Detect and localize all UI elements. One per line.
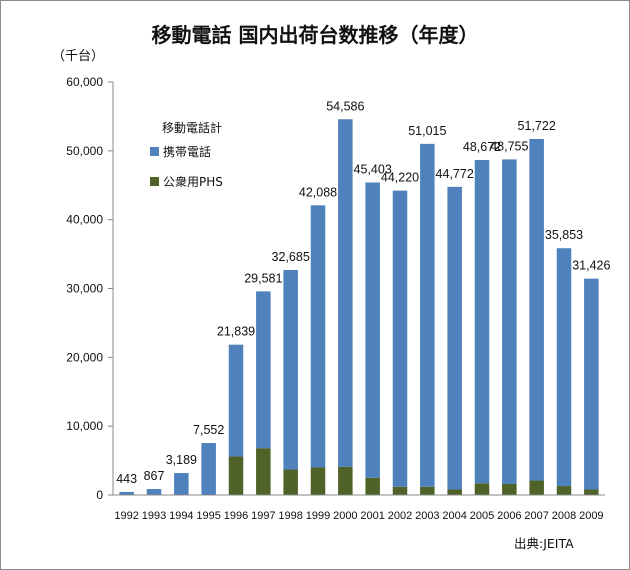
total-label-1995: 7,552 [193,423,224,437]
y-tick-label: 30,000 [66,282,103,296]
total-label-2009: 31,426 [572,259,610,273]
total-label-1997: 29,581 [244,271,282,285]
x-tick-label: 2006 [497,510,521,522]
bar-mobile-2001 [365,182,380,478]
bar-mobile-2005 [474,159,490,484]
legend-label-phs: 公衆用PHS [163,175,223,189]
legend-swatch-phs [150,177,159,186]
total-label-2006: 48,755 [490,139,528,153]
x-tick-label: 1996 [224,510,248,522]
total-label-2003: 51,015 [408,124,446,138]
x-tick-label: 2002 [388,510,412,522]
x-tick-label: 1994 [169,510,193,522]
bar-mobile-2002 [392,190,408,487]
x-tick-label: 2000 [333,510,357,522]
legend-title: 移動電話計 [162,120,222,135]
bar-mobile-1992 [119,491,134,495]
total-label-2007: 51,722 [518,119,556,133]
x-tick-label: 2009 [579,510,603,522]
bar-mobile-2009 [584,278,599,490]
y-axis: 0 10,000 20,000 30,000 40,000 50,000 60,000 [66,75,114,502]
bar-mobile-1998 [283,270,298,470]
x-tick-label: 1993 [142,510,166,522]
y-tick-label: 10,000 [66,419,103,433]
bar-mobile-1993 [146,489,162,495]
total-label-1996: 21,839 [217,325,255,339]
bar-mobile-1995 [201,443,216,495]
bar-mobile-2000 [338,119,353,467]
bar-phs-1997 [256,448,271,495]
total-label-1999: 42,088 [299,185,337,199]
bar-mobile-2004 [447,186,462,490]
bar-mobile-1996 [228,344,244,457]
legend: 移動電話計 携帯電話 公衆用PHS [150,120,223,189]
x-tick-label: 2007 [524,510,548,522]
y-tick-label: 40,000 [66,213,103,227]
y-axis-unit-label: （千台） [52,49,104,64]
chart-title: 移動電話 国内出荷台数推移（年度） [151,23,479,47]
y-tick-label: 20,000 [66,350,103,364]
bar-mobile-2008 [556,248,572,487]
y-tick-label: 0 [96,488,103,502]
bar-mobile-2003 [420,143,435,487]
x-tick-label: 1995 [196,510,220,522]
total-label-1992: 443 [116,472,137,486]
bar-phs-1998 [283,469,298,495]
bar-phs-1996 [228,456,244,495]
bar-phs-2008 [556,486,572,495]
bar-mobile-1999 [310,205,326,468]
total-label-1994: 3,189 [166,453,197,467]
bar-phs-2005 [474,483,490,495]
total-label-1993: 867 [144,469,165,483]
bars [119,119,599,495]
y-tick-label: 60,000 [66,75,103,89]
legend-label-mobile: 携帯電話 [163,144,211,159]
bar-phs-1999 [310,467,326,495]
source-note: 出典:JEITA [514,536,574,551]
total-label-2002: 44,220 [381,171,419,185]
x-tick-label: 2003 [415,510,439,522]
legend-swatch-mobile [150,147,159,156]
total-label-2000: 54,586 [326,99,364,113]
bar-phs-2001 [365,477,380,495]
bar-phs-2009 [584,489,599,495]
x-tick-label: 2008 [552,510,576,522]
total-label-2008: 35,853 [545,228,583,242]
total-label-2001: 45,403 [354,162,392,176]
x-tick-label: 2001 [360,510,384,522]
x-tick-label: 1997 [251,510,275,522]
bar-phs-2007 [529,480,544,495]
bar-phs-2006 [502,483,517,495]
bar-phs-2004 [447,489,462,495]
x-tick-label: 1992 [114,510,138,522]
bar-mobile-1997 [256,291,271,449]
bar-mobile-2006 [502,159,517,484]
bar-phs-2002 [392,486,408,495]
x-tick-label: 1998 [278,510,302,522]
bar-mobile-2007 [529,138,544,481]
bar-mobile-1994 [174,473,189,495]
y-tick-label: 50,000 [66,144,103,158]
bar-phs-2000 [338,466,353,495]
total-label-2005: 48,672 [463,140,501,154]
x-tick-label: 2004 [442,510,466,522]
bar-phs-2003 [420,486,435,495]
x-axis: 1992 1993 1994 1995 1996 1997 1998 1999 2000 2001… [113,494,605,522]
x-tick-label: 2005 [470,510,494,522]
total-label-1998: 32,685 [272,250,310,264]
total-label-2004: 44,772 [436,167,474,181]
x-tick-label: 1999 [306,510,330,522]
